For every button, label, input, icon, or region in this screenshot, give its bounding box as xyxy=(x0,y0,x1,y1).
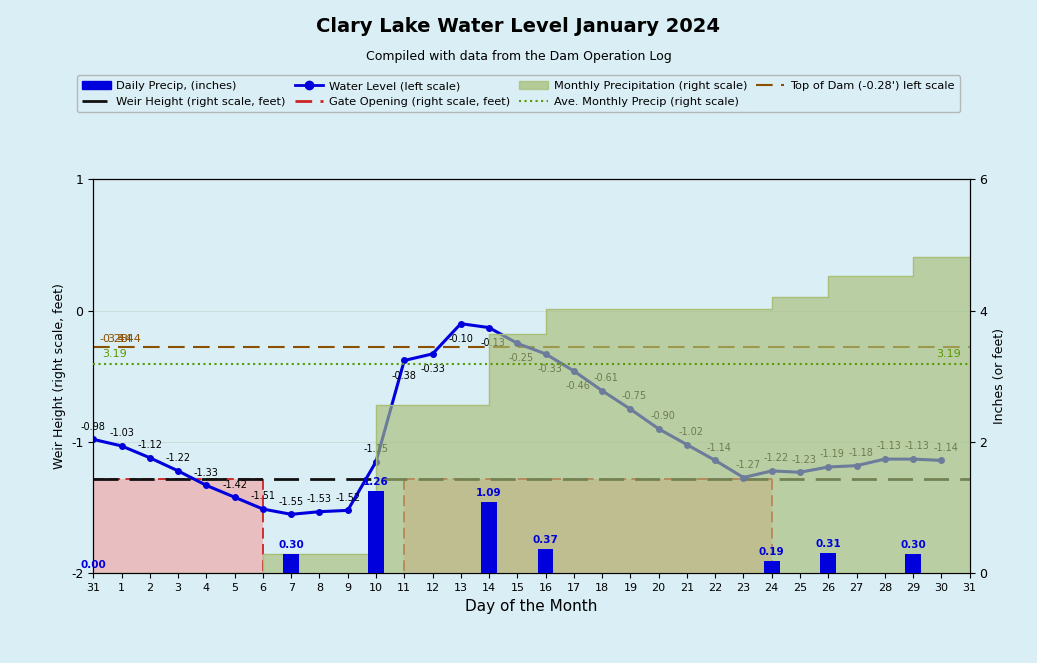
Text: -0.10: -0.10 xyxy=(448,333,473,343)
Y-axis label: Weir Height (right scale, feet): Weir Height (right scale, feet) xyxy=(53,283,65,469)
X-axis label: Day of the Month: Day of the Month xyxy=(466,599,597,614)
Text: -1.23: -1.23 xyxy=(791,455,817,465)
Bar xyxy=(764,561,780,573)
Bar xyxy=(820,553,836,573)
Text: -1.53: -1.53 xyxy=(307,494,332,504)
Text: -1.18: -1.18 xyxy=(848,448,873,458)
Text: -1.22: -1.22 xyxy=(166,453,191,463)
Text: -0.13: -0.13 xyxy=(481,337,506,347)
Text: -0.25: -0.25 xyxy=(509,353,534,363)
Text: -0.75: -0.75 xyxy=(622,391,647,401)
Text: -1.19: -1.19 xyxy=(820,450,845,459)
Bar xyxy=(283,554,299,573)
Text: 0.30: 0.30 xyxy=(900,540,926,550)
Text: 0.00: 0.00 xyxy=(81,560,106,570)
Text: -1.55: -1.55 xyxy=(279,497,304,507)
Text: 0.30: 0.30 xyxy=(278,540,304,550)
Text: -1.33: -1.33 xyxy=(194,467,219,477)
Bar xyxy=(905,554,921,573)
Text: -1.52: -1.52 xyxy=(335,493,360,503)
Text: -1.15: -1.15 xyxy=(364,444,389,454)
Text: -0.46: -0.46 xyxy=(565,381,590,391)
Text: 3.44: 3.44 xyxy=(116,334,141,344)
Text: -0.33: -0.33 xyxy=(420,364,445,374)
Text: -1.27: -1.27 xyxy=(735,459,760,470)
Text: -0.90: -0.90 xyxy=(650,411,675,421)
Text: 3.44: 3.44 xyxy=(108,334,133,344)
Text: 0.31: 0.31 xyxy=(815,539,841,549)
Text: Compiled with data from the Dam Operation Log: Compiled with data from the Dam Operatio… xyxy=(366,50,671,63)
Text: 3.19: 3.19 xyxy=(936,349,961,359)
Text: 0.19: 0.19 xyxy=(759,547,785,557)
Text: -1.14: -1.14 xyxy=(933,443,958,453)
Text: -1.13: -1.13 xyxy=(876,442,901,452)
Text: -0.61: -0.61 xyxy=(594,373,619,383)
Bar xyxy=(368,491,384,573)
Bar xyxy=(481,502,497,573)
Text: -1.51: -1.51 xyxy=(250,491,276,501)
Text: -1.03: -1.03 xyxy=(109,428,134,438)
Text: -1.14: -1.14 xyxy=(707,443,732,453)
Text: -0.33: -0.33 xyxy=(537,364,562,374)
Legend: Daily Precip, (inches), Weir Height (right scale, feet), Water Level (left scale: Daily Precip, (inches), Weir Height (rig… xyxy=(77,76,960,113)
Bar xyxy=(538,549,554,573)
Text: -1.42: -1.42 xyxy=(222,479,247,489)
Text: -0.98: -0.98 xyxy=(81,422,106,432)
Text: 3.19: 3.19 xyxy=(102,349,127,359)
Text: 1.09: 1.09 xyxy=(476,488,502,498)
Text: Clary Lake Water Level January 2024: Clary Lake Water Level January 2024 xyxy=(316,17,721,36)
Text: 1.26: 1.26 xyxy=(363,477,389,487)
Text: -1.22: -1.22 xyxy=(763,453,788,463)
Text: -1.12: -1.12 xyxy=(137,440,163,450)
Text: -1.13: -1.13 xyxy=(905,442,929,452)
Text: 0.37: 0.37 xyxy=(533,535,559,545)
Text: -0.28: -0.28 xyxy=(99,334,128,344)
Y-axis label: Inches (or feet): Inches (or feet) xyxy=(992,328,1006,424)
Text: -1.02: -1.02 xyxy=(678,427,703,437)
Text: -0.38: -0.38 xyxy=(392,371,417,381)
